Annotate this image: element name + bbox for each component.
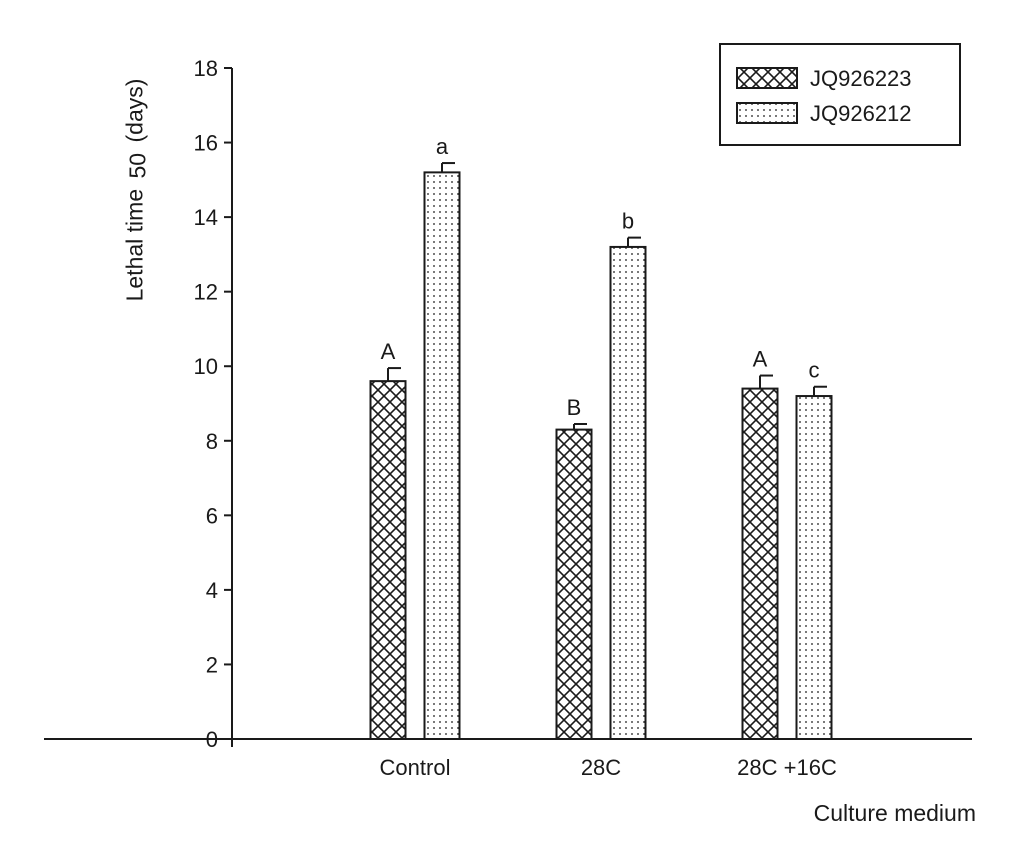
y-tick-label: 14 (194, 205, 218, 230)
y-tick-label: 18 (194, 56, 218, 81)
y-axis-title: Lethal time 50 (days) (121, 78, 151, 302)
legend: JQ926223 JQ926212 (719, 43, 961, 146)
legend-swatch (736, 67, 798, 89)
legend-swatch (736, 102, 798, 124)
y-tick-label: 6 (206, 503, 218, 528)
x-axis-title: Culture medium (813, 800, 976, 826)
y-tick-label: 2 (206, 652, 218, 677)
significance-letter: a (436, 134, 449, 159)
axes: 0 2 4 6 8 10 12 14 16 18 Control 28C 28C +16C (44, 56, 972, 780)
bar (555, 428, 593, 740)
y-axis-title-subscript: 50 (124, 152, 151, 179)
x-tick-label: 28C (581, 755, 621, 780)
bar (741, 387, 779, 740)
significance-letter: A (753, 347, 768, 372)
y-tick-label: 4 (206, 578, 218, 603)
y-tick-label: 12 (194, 280, 218, 305)
bars-group: A B Aa b c (369, 134, 833, 741)
legend-label: JQ926223 (810, 66, 912, 91)
y-axis-title-unit: (days) (121, 78, 148, 143)
y-tick-label: 0 (206, 727, 218, 752)
bar (423, 171, 461, 740)
significance-letter: B (567, 395, 582, 420)
bar (369, 380, 407, 740)
significance-letter: c (809, 358, 820, 383)
x-tick-label: 28C +16C (737, 755, 837, 780)
significance-letter: b (622, 209, 634, 234)
legend-box (719, 43, 961, 146)
x-tick-label: Control (380, 755, 451, 780)
y-axis-title-main: Lethal time (121, 188, 148, 302)
significance-letter: A (381, 339, 396, 364)
y-tick-label: 8 (206, 429, 218, 454)
bar (609, 245, 647, 741)
bar (795, 395, 833, 740)
legend-label: JQ926212 (810, 101, 912, 126)
y-tick-label: 10 (194, 354, 218, 379)
y-tick-label: 16 (194, 131, 218, 156)
